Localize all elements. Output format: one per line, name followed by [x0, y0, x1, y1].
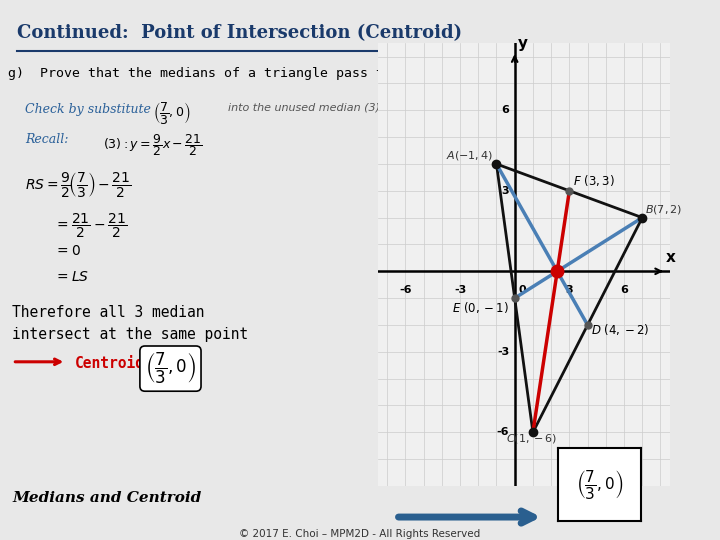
Text: g)  Prove that the medians of a triangle pass through the same point.: g) Prove that the medians of a triangle …: [9, 68, 560, 80]
Text: $E\ (0, -1)$: $E\ (0, -1)$: [452, 300, 509, 315]
Text: $= 0$: $= 0$: [54, 244, 81, 258]
Text: into the unused median (3): into the unused median (3): [228, 103, 379, 113]
Text: $\left(\dfrac{7}{3},0\right)$: $\left(\dfrac{7}{3},0\right)$: [145, 351, 196, 386]
Text: y: y: [518, 36, 528, 51]
Text: $D\ (4, -2)$: $D\ (4, -2)$: [591, 322, 649, 338]
Text: x: x: [666, 249, 676, 265]
Text: 0: 0: [518, 285, 526, 295]
Text: $RS = \dfrac{9}{2}\!\left(\dfrac{7}{3}\right) - \dfrac{21}{2}$: $RS = \dfrac{9}{2}\!\left(\dfrac{7}{3}\r…: [24, 170, 132, 199]
Text: 3: 3: [565, 285, 573, 295]
Text: 6: 6: [501, 105, 509, 116]
Text: $(3): y = \dfrac{9}{2}x - \dfrac{21}{2}$: $(3): y = \dfrac{9}{2}x - \dfrac{21}{2}$: [104, 132, 203, 158]
Text: Therefore all 3 median
intersect at the same point: Therefore all 3 median intersect at the …: [12, 305, 248, 342]
Text: -6: -6: [497, 427, 509, 437]
Text: $F\ (3, 3)$: $F\ (3, 3)$: [573, 173, 615, 188]
Text: $B(7,2)$: $B(7,2)$: [645, 202, 683, 216]
Text: -3: -3: [497, 347, 509, 357]
Text: Check by substitute: Check by substitute: [24, 103, 150, 116]
Text: $= \dfrac{21}{2} - \dfrac{21}{2}$: $= \dfrac{21}{2} - \dfrac{21}{2}$: [54, 212, 127, 240]
Text: $= LS$: $= LS$: [54, 270, 89, 284]
Text: 3: 3: [502, 186, 509, 196]
Text: Medians and Centroid: Medians and Centroid: [12, 491, 202, 505]
Text: Centroid:: Centroid:: [74, 356, 153, 372]
Text: Continued:  Point of Intersection (Centroid): Continued: Point of Intersection (Centro…: [17, 24, 462, 42]
Text: $A(-1,4)$: $A(-1,4)$: [446, 149, 492, 162]
Text: $\left(\dfrac{7}{3},0\right)$: $\left(\dfrac{7}{3},0\right)$: [153, 100, 191, 126]
Text: -3: -3: [454, 285, 466, 295]
Text: $C(1,-6)$: $C(1,-6)$: [505, 432, 557, 445]
Text: Recall:: Recall:: [24, 133, 68, 146]
Text: 6: 6: [620, 285, 628, 295]
Text: $\left(\dfrac{7}{3},0\right)$: $\left(\dfrac{7}{3},0\right)$: [576, 468, 623, 501]
Text: © 2017 E. Choi – MPM2D - All Rights Reserved: © 2017 E. Choi – MPM2D - All Rights Rese…: [239, 529, 481, 539]
Text: -6: -6: [399, 285, 412, 295]
